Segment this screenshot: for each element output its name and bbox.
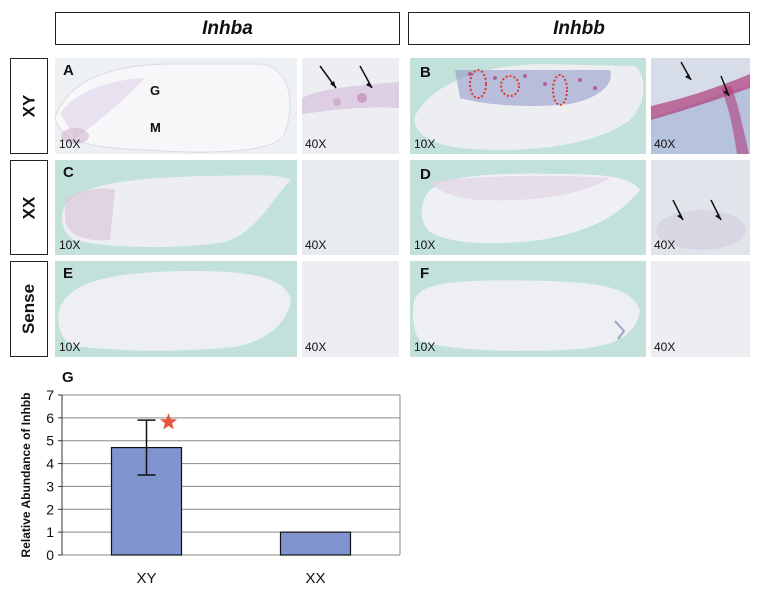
panel-e-10x: E 10X bbox=[55, 261, 297, 357]
panel-e-40x: 40X bbox=[302, 261, 399, 357]
y-tick-label: 0 bbox=[46, 547, 54, 563]
panel-b-inset-tissue bbox=[651, 58, 750, 154]
header-inhbb-text: Inhbb bbox=[553, 17, 605, 39]
panel-a-mag-low: 10X bbox=[59, 137, 81, 151]
row-label-xx-text: XX bbox=[19, 196, 38, 219]
panel-e-letter: E bbox=[63, 265, 74, 282]
panel-a-letter: A bbox=[63, 62, 74, 79]
panel-e-tissue bbox=[55, 261, 297, 357]
panel-d-mag-high: 40X bbox=[654, 238, 676, 252]
panel-b-40x: 40X bbox=[651, 58, 750, 154]
panel-c-40x: 40X bbox=[302, 160, 399, 255]
row-label-xy-text: XY bbox=[19, 94, 38, 118]
y-tick-label: 6 bbox=[46, 410, 54, 426]
panel-b-tissue bbox=[410, 58, 646, 154]
panel-c-mag-low: 10X bbox=[59, 238, 81, 252]
region-m-label: M bbox=[150, 120, 161, 135]
panel-b-10x: B 10X bbox=[410, 58, 646, 154]
y-tick-label: 1 bbox=[46, 524, 54, 540]
panel-f-mag-low: 10X bbox=[414, 340, 436, 354]
panel-e-mag-low: 10X bbox=[59, 340, 81, 354]
panel-f-40x: 40X bbox=[651, 261, 750, 357]
bar-chart-g: G 0 1 2 3 4 5 6 7 Relative Abundance of Inhbb XY XX bbox=[19, 369, 401, 587]
panel-a-10x: A G M 10X bbox=[55, 58, 297, 154]
panel-e-inset-tissue bbox=[302, 261, 399, 357]
panel-d-inset-tissue bbox=[651, 160, 750, 255]
row-label-xx: XX bbox=[10, 160, 48, 255]
bar-xx bbox=[279, 531, 352, 556]
panel-a-40x: 40X bbox=[302, 58, 399, 154]
row-label-sense-text: Sense bbox=[19, 283, 38, 335]
panel-d-40x: 40X bbox=[651, 160, 750, 255]
region-g-label: G bbox=[150, 83, 161, 98]
panel-f-letter: F bbox=[420, 265, 430, 282]
header-inhba: Inhba bbox=[55, 12, 400, 45]
y-tick-label: 4 bbox=[46, 456, 54, 472]
y-tick-label: 5 bbox=[46, 433, 54, 449]
panel-a-mag-high: 40X bbox=[305, 137, 327, 151]
panel-e-mag-high: 40X bbox=[305, 340, 327, 354]
row-label-sense: Sense bbox=[10, 261, 48, 357]
panel-b-mag-low: 10X bbox=[414, 137, 436, 151]
panel-c-inset-tissue bbox=[302, 160, 399, 255]
bar-xy bbox=[110, 446, 183, 556]
panel-c-10x: C 10X bbox=[55, 160, 297, 255]
row-label-xy: XY bbox=[10, 58, 48, 154]
header-inhbb: Inhbb bbox=[408, 12, 750, 45]
panel-f-10x: F 10X bbox=[410, 261, 646, 357]
panel-d-tissue bbox=[410, 160, 646, 255]
significance-star-icon bbox=[159, 413, 178, 430]
x-tick-label: XX bbox=[305, 570, 325, 587]
panel-c-tissue bbox=[55, 160, 297, 255]
panel-b-letter: B bbox=[420, 64, 431, 81]
panel-f-mag-high: 40X bbox=[654, 340, 676, 354]
panel-c-mag-high: 40X bbox=[305, 238, 327, 252]
panel-d-mag-low: 10X bbox=[414, 238, 436, 252]
panel-a-inset-tissue bbox=[302, 58, 399, 154]
y-tick-label: 2 bbox=[46, 501, 54, 517]
panel-d-letter: D bbox=[420, 166, 431, 183]
y-tick-label: 3 bbox=[46, 478, 54, 494]
panel-f-inset-tissue bbox=[651, 261, 750, 357]
y-axis-label: Relative Abundance of Inhbb bbox=[19, 393, 33, 558]
x-tick-label: XY bbox=[136, 570, 156, 587]
panel-b-mag-high: 40X bbox=[654, 137, 676, 151]
panel-a-tissue bbox=[55, 58, 297, 154]
panel-c-letter: C bbox=[63, 164, 74, 181]
panel-g-letter: G bbox=[62, 369, 74, 386]
header-inhba-text: Inhba bbox=[202, 17, 253, 39]
panel-d-10x: D 10X bbox=[410, 160, 646, 255]
panel-f-tissue bbox=[410, 261, 646, 357]
y-tick-label: 7 bbox=[46, 387, 54, 403]
